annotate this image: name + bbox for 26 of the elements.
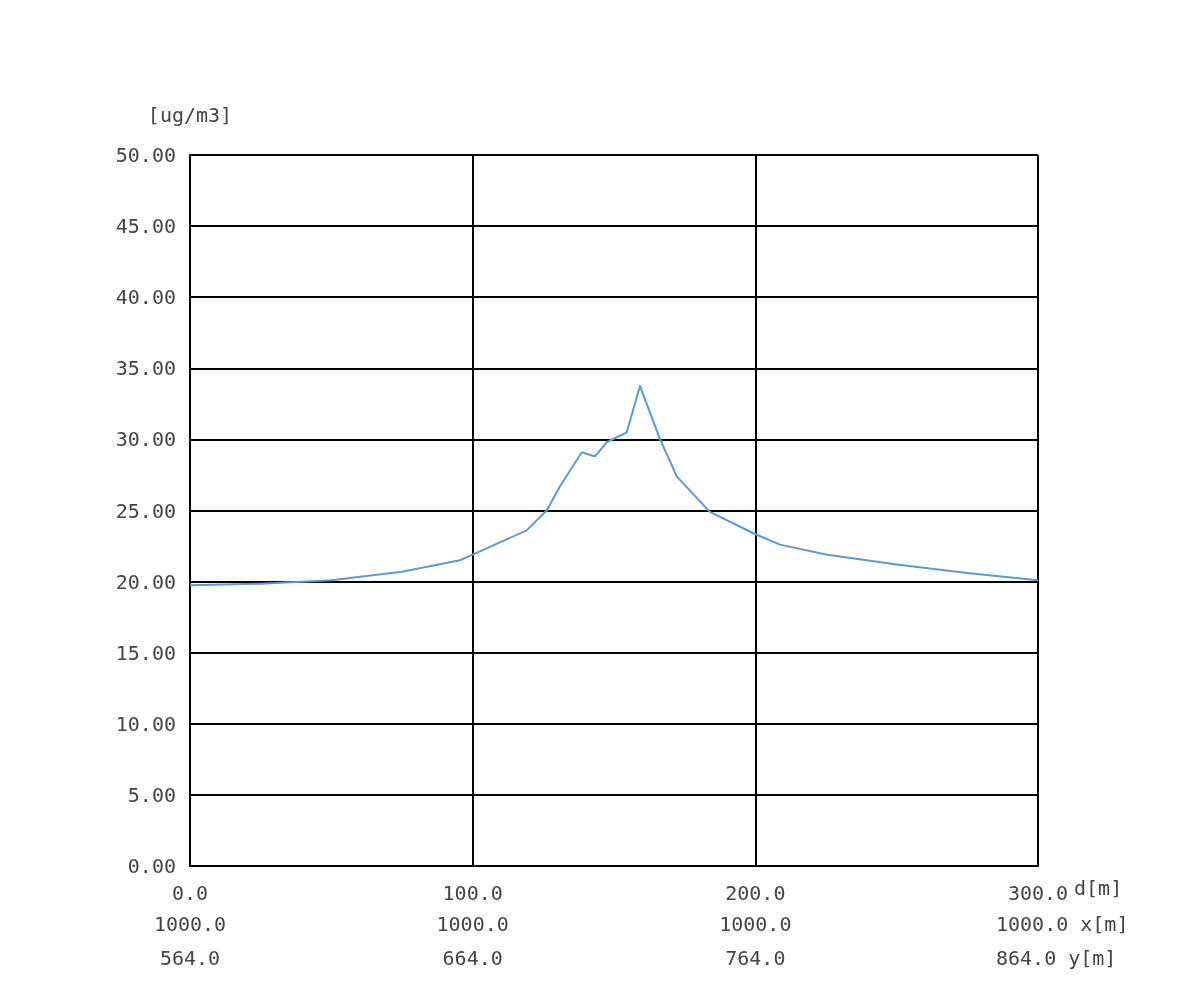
x-axis-title: d[m] xyxy=(1074,876,1123,900)
x-tick-label: 100.0 xyxy=(442,881,503,905)
y-tick-label: 45.00 xyxy=(115,214,176,239)
text: 1000.0 xyxy=(719,912,792,936)
y-tick-label: 5.00 xyxy=(127,782,176,807)
y-tick-label: 20.00 xyxy=(115,569,176,594)
y-tick-label: 0.00 xyxy=(127,854,176,878)
text: 1000.0 xyxy=(153,912,227,936)
y-tick-label: 10.00 xyxy=(115,711,176,736)
line-series xyxy=(189,385,1039,587)
y-tick-label: 30.00 xyxy=(115,427,176,452)
y-axis-title: [ug/m3] xyxy=(147,103,233,127)
y-tick-label: 15.00 xyxy=(115,640,176,665)
text: 564.0 xyxy=(159,946,221,970)
text: 1000.0 xyxy=(436,912,509,936)
text: 864.0 y[m] xyxy=(996,946,1117,970)
y-tick-label: 25.00 xyxy=(115,498,176,523)
x-tick-label: 0.0 xyxy=(171,881,209,905)
x-tick-label: 300.0 xyxy=(1007,881,1069,905)
y-tick-label: 50.00 xyxy=(115,143,176,167)
text: 664.0 xyxy=(442,946,503,970)
y-tick-label: 35.00 xyxy=(115,356,176,381)
text: 764.0 xyxy=(725,946,786,970)
y-tick-label: 40.00 xyxy=(115,285,176,310)
x-tick-label: 200.0 xyxy=(725,881,786,905)
text: 1000.0 x[m] xyxy=(996,912,1129,936)
